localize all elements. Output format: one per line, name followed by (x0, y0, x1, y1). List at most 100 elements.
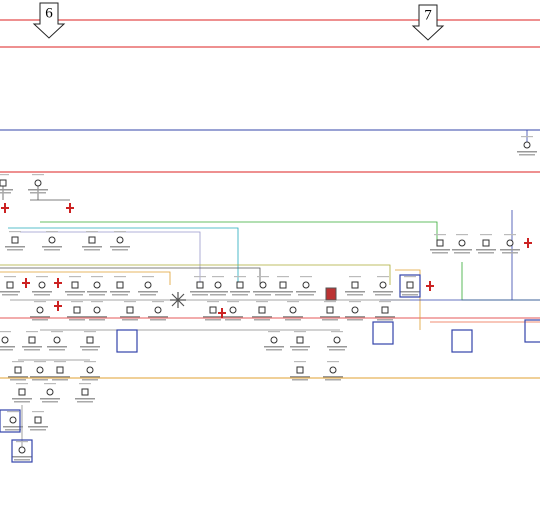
person-node (9, 416, 17, 424)
node-caption (65, 291, 85, 293)
node-caption (91, 301, 103, 303)
node-caption (0, 174, 9, 176)
node-caption (16, 441, 28, 443)
node-caption (504, 234, 516, 236)
node-caption (150, 319, 166, 321)
person-node (351, 281, 359, 289)
node-caption (138, 291, 158, 293)
node-caption (192, 294, 208, 296)
node-caption (30, 192, 46, 194)
node-caption (379, 301, 391, 303)
person-node (406, 281, 414, 289)
node-caption (28, 189, 48, 191)
person-node (381, 306, 389, 314)
node-caption (14, 401, 30, 403)
node-caption (230, 291, 250, 293)
person-node (302, 281, 310, 289)
person-node (258, 306, 266, 314)
node-caption (77, 401, 93, 403)
person-node (214, 281, 222, 289)
person-node (279, 281, 287, 289)
person-node (209, 306, 217, 314)
person-node (116, 281, 124, 289)
person-node (154, 306, 162, 314)
node-caption (298, 294, 314, 296)
node-caption (268, 331, 280, 333)
person-node (296, 336, 304, 344)
node-caption (0, 346, 15, 348)
node-caption (347, 319, 363, 321)
node-caption (212, 276, 224, 278)
star-icon (170, 292, 186, 308)
node-caption (349, 301, 361, 303)
node-caption (32, 291, 52, 293)
node-caption (40, 398, 60, 400)
node-caption (287, 301, 299, 303)
node-caption (67, 294, 83, 296)
node-caption (430, 249, 450, 251)
node-caption (54, 361, 66, 363)
cross-icon (1, 203, 9, 213)
node-caption (140, 294, 156, 296)
person-node (482, 239, 490, 247)
node-caption (80, 376, 100, 378)
person-node (56, 366, 64, 374)
generation-number: 6 (45, 5, 53, 21)
node-caption (152, 301, 164, 303)
node-caption (7, 411, 19, 413)
node-caption (256, 301, 268, 303)
node-caption (89, 319, 105, 321)
node-caption (5, 246, 25, 248)
node-caption (0, 331, 11, 333)
node-caption (480, 234, 492, 236)
person-node (458, 239, 466, 247)
node-caption (434, 234, 446, 236)
person-node (333, 336, 341, 344)
node-caption (205, 319, 221, 321)
person-node (126, 306, 134, 314)
node-caption (142, 276, 154, 278)
node-caption (264, 346, 284, 348)
node-caption (329, 349, 345, 351)
person-node (18, 388, 26, 396)
node-caption (0, 192, 11, 194)
node-caption (22, 346, 42, 348)
node-caption (0, 291, 20, 293)
node-caption (254, 319, 270, 321)
node-caption (207, 301, 219, 303)
node-caption (349, 276, 361, 278)
node-caption (452, 249, 472, 251)
node-caption (28, 426, 48, 428)
node-caption (325, 379, 341, 381)
node-caption (71, 301, 83, 303)
node-caption (285, 319, 301, 321)
node-caption (26, 331, 38, 333)
node-caption (67, 316, 87, 318)
node-caption (36, 276, 48, 278)
node-caption (252, 316, 272, 318)
node-caption (519, 154, 535, 156)
node-caption (87, 316, 107, 318)
node-caption (52, 379, 68, 381)
node-caption (86, 231, 98, 233)
node-caption (5, 429, 21, 431)
node-caption (84, 361, 96, 363)
node-caption (148, 316, 168, 318)
node-caption (292, 379, 308, 381)
person-node (329, 366, 337, 374)
person-node (229, 306, 237, 314)
generation-number: 7 (424, 7, 432, 23)
node-caption (75, 398, 95, 400)
cross-icon (54, 278, 62, 288)
person-node (73, 306, 81, 314)
person-node (93, 281, 101, 289)
highlight-box (11, 439, 33, 463)
node-caption (84, 331, 96, 333)
node-caption (32, 379, 48, 381)
node-caption (324, 301, 336, 303)
person-node (46, 388, 54, 396)
person-node (144, 281, 152, 289)
generation-arrow (32, 2, 66, 39)
node-caption (32, 319, 48, 321)
